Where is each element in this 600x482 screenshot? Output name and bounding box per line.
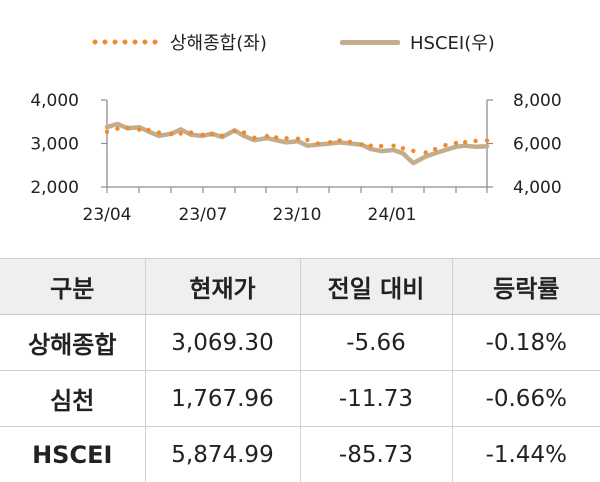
series-point-shanghai (179, 131, 183, 135)
row-name: HSCEI (0, 427, 145, 482)
series-point-shanghai (401, 146, 405, 150)
series-point-shanghai (424, 150, 428, 154)
series-point-shanghai (411, 149, 415, 153)
series-point-shanghai (463, 140, 467, 144)
series-point-shanghai (233, 129, 237, 133)
series-point-shanghai (169, 132, 173, 136)
series-point-shanghai (220, 134, 224, 138)
series-point-shanghai (473, 139, 477, 143)
series-point-shanghai (391, 144, 395, 148)
header-price: 현재가 (145, 259, 300, 315)
row-rate: -1.44% (452, 427, 600, 482)
row-price: 3,069.30 (145, 315, 300, 371)
series-point-shanghai (242, 130, 246, 134)
legend-item-shanghai: 상해종합(좌) (90, 27, 267, 57)
series-point-shanghai (328, 140, 332, 144)
series-point-shanghai (316, 141, 320, 145)
right-y-tick-label: 8,000 (513, 91, 562, 111)
row-price: 1,767.96 (145, 371, 300, 427)
row-rate: -0.66% (452, 371, 600, 427)
dual-axis-line-chart: 2,000 3,000 4,000 4,000 6,000 8,000 23/04 23/07… (0, 82, 600, 242)
x-tick-label: 23/04 (83, 205, 132, 225)
row-rate: -0.18% (452, 315, 600, 371)
series-point-shanghai (137, 127, 141, 131)
left-y-tick-label: 4,000 (30, 91, 79, 111)
series-point-shanghai (284, 136, 288, 140)
right-y-tick-label: 6,000 (513, 135, 562, 155)
series-point-shanghai (296, 137, 300, 141)
header-change: 전일 대비 (300, 259, 452, 315)
series-point-shanghai (379, 144, 383, 148)
series-point-shanghai (359, 142, 363, 146)
legend-label-hscei: HSCEI(우) (410, 29, 495, 55)
series-point-shanghai (146, 128, 150, 132)
series-point-shanghai (454, 141, 458, 145)
series-point-shanghai (337, 138, 341, 142)
legend-swatch-shanghai (90, 39, 160, 45)
series-point-shanghai (105, 130, 109, 134)
row-name: 상해종합 (0, 315, 145, 371)
left-y-tick-label: 3,000 (30, 135, 79, 155)
series-line-hscei (107, 124, 487, 163)
series-point-shanghai (274, 135, 278, 139)
series-point-shanghai (485, 138, 489, 142)
series-point-shanghai (126, 126, 130, 130)
series-point-shanghai (252, 136, 256, 140)
left-y-tick-label: 2,000 (30, 178, 79, 198)
series-point-shanghai (433, 147, 437, 151)
row-change: -85.73 (300, 427, 452, 482)
series-point-shanghai (305, 138, 309, 142)
row-price: 5,874.99 (145, 427, 300, 482)
series-point-shanghai (443, 143, 447, 147)
index-table: 구분 현재가 전일 대비 등락률 상해종합 3,069.30 -5.66 -0.… (0, 258, 600, 482)
table-row: 상해종합 3,069.30 -5.66 -0.18% (0, 315, 600, 371)
row-change: -5.66 (300, 315, 452, 371)
table-header-row: 구분 현재가 전일 대비 등락률 (0, 259, 600, 315)
series-point-shanghai (189, 130, 193, 134)
series-point-shanghai (369, 144, 373, 148)
chart-legend: 상해종합(좌) HSCEI(우) (0, 27, 600, 57)
row-change: -11.73 (300, 371, 452, 427)
series-point-shanghai (210, 132, 214, 136)
legend-label-shanghai: 상해종합(좌) (170, 29, 267, 55)
header-category: 구분 (0, 259, 145, 315)
series-point-shanghai (265, 134, 269, 138)
legend-item-hscei: HSCEI(우) (340, 27, 495, 57)
legend-swatch-hscei (340, 40, 400, 45)
table-row: 심천 1,767.96 -11.73 -0.66% (0, 371, 600, 427)
right-y-tick-label: 4,000 (513, 178, 562, 198)
series-point-shanghai (115, 127, 119, 131)
series-point-shanghai (157, 130, 161, 134)
header-rate: 등락률 (452, 259, 600, 315)
series-point-shanghai (200, 133, 204, 137)
row-name: 심천 (0, 371, 145, 427)
x-tick-label: 23/07 (179, 205, 228, 225)
series-point-shanghai (348, 140, 352, 144)
x-tick-label: 24/01 (368, 205, 417, 225)
x-tick-label: 23/10 (273, 205, 322, 225)
table-row: HSCEI 5,874.99 -85.73 -1.44% (0, 427, 600, 482)
